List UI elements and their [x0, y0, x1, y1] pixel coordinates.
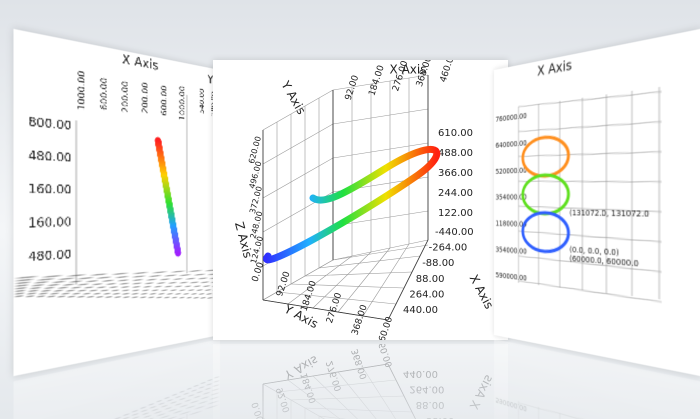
grid-line: [519, 147, 662, 161]
tick-label: 248.00: [249, 210, 265, 239]
tick-label: 354000.00: [496, 246, 527, 256]
grid-line: [287, 255, 353, 305]
tick-label: 760000.00: [496, 112, 527, 124]
grid-line: [262, 299, 389, 321]
grid-line: [312, 251, 372, 309]
center-chart: X Axis Y Axis Z Axis X Axis Y Axis 92.00…: [232, 60, 497, 340]
tick-label: 480.00: [28, 248, 71, 264]
annotation: (131072.0, 131072.0: [569, 209, 649, 219]
axis-title: X Axis: [537, 57, 572, 79]
grid-line: [519, 87, 662, 111]
grid-line: [337, 247, 391, 313]
grid-line: [519, 231, 662, 242]
grid-line: [362, 243, 410, 317]
tick-label: 600.00: [98, 77, 109, 111]
tick-label: 520000.00: [496, 167, 527, 176]
tick-label: 122.00: [438, 208, 473, 219]
axis-title: X Axis: [467, 272, 497, 311]
grid-line: [332, 142, 429, 159]
tick-label: 1000.00: [76, 70, 87, 111]
grid-line: [387, 239, 429, 321]
tick-label: 620.00: [247, 135, 263, 164]
tick-label: 480.00: [28, 149, 71, 165]
curve: [262, 145, 441, 264]
grid-line: [332, 74, 429, 91]
axis-title: X Axis: [122, 51, 158, 73]
grid-line: [276, 291, 397, 305]
grid-line: [76, 120, 187, 131]
grid-line: [262, 89, 334, 131]
tick-label: 118000.00: [496, 220, 527, 229]
tick-label: -600.00: [159, 85, 168, 120]
grid-line: [262, 259, 334, 301]
tick-label: 368.00: [350, 303, 369, 336]
grid-line: [76, 245, 187, 252]
tick-label: 184.00: [367, 64, 386, 97]
tick-label: 92.00: [275, 270, 293, 298]
tick-label: -200.00: [140, 82, 150, 118]
tick-label: 800.00: [28, 116, 71, 134]
left-chart-panel: X Axis Y 1000.00 600.00 200.00 -200.00 -600.…: [13, 28, 221, 377]
tick-label: 160.00: [28, 183, 71, 197]
tick-label: 160.00: [28, 216, 71, 231]
tick-label: 640000.00: [496, 140, 527, 151]
grid-line: [332, 244, 429, 261]
curve: [523, 212, 569, 253]
tick-label: 92.00: [344, 74, 362, 102]
grid-line: [262, 157, 334, 199]
curve: [523, 174, 569, 214]
annotation: (0.0, 0.0, 0.0): [569, 246, 619, 258]
tick-label: 590000.00: [496, 272, 527, 283]
tick-label: 264.00: [409, 289, 444, 300]
grid-line: [304, 271, 413, 277]
tick-label: 366.00: [438, 168, 473, 179]
grid-line: [290, 283, 405, 289]
grid-line: [76, 186, 187, 188]
tick-label: 372.00: [248, 185, 264, 214]
tick-label: -1000.00: [178, 85, 187, 124]
tick-label: 88.00: [416, 274, 445, 285]
grid-line: [332, 210, 429, 227]
tick-label: 354000.00: [496, 194, 527, 202]
tick-label: 460.00: [376, 315, 395, 340]
tick-label: -540.00: [198, 87, 205, 116]
grid-line: [332, 108, 429, 125]
grid-line: [332, 239, 429, 261]
tick-label: -88.00: [422, 258, 454, 269]
grid-line: [519, 117, 662, 136]
grid-line: [262, 123, 334, 165]
tick-label: 200.00: [120, 80, 130, 113]
annotation: (60000.0, 60000.0: [569, 255, 638, 269]
axis-title: X Axis: [390, 63, 427, 77]
left-chart: X Axis Y 1000.00 600.00 200.00 -200.00 -600.…: [14, 51, 220, 376]
axis-title: Y: [207, 72, 214, 87]
tick-label: -264.00: [429, 243, 468, 254]
tick-label: 496.00: [248, 160, 264, 189]
grid-line: [76, 153, 187, 160]
tick-label: 488.00: [438, 148, 473, 159]
tick-label: 460.00: [439, 60, 458, 84]
tick-label: -440.00: [435, 227, 474, 238]
tick-label: 244.00: [438, 188, 473, 199]
curve: [158, 141, 178, 255]
grid-line: [318, 255, 421, 269]
right-chart-panel: X Axis 760000.00 640000.00 520000.00 354000…: [494, 28, 700, 377]
tick-label: 610.00: [438, 128, 473, 139]
center-chart-panel: X Axis Y Axis Z Axis X Axis Y Axis 92.00…: [213, 60, 508, 340]
tick-label: 440.00: [403, 305, 438, 316]
grid-line: [519, 281, 662, 302]
grid-line: [519, 177, 662, 186]
right-chart: X Axis 760000.00 640000.00 520000.00 354000…: [496, 57, 700, 376]
axis-title: Y Axis: [278, 78, 309, 117]
